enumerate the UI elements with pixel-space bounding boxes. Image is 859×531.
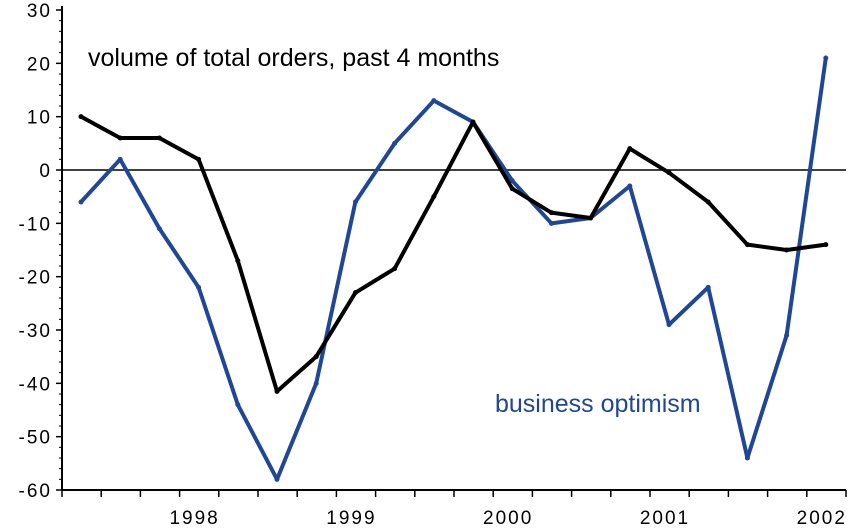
data-point — [313, 354, 319, 360]
data-point — [784, 247, 790, 253]
data-point — [274, 388, 280, 394]
series-line-total-orders — [80, 114, 827, 394]
x-tick-label: 2000 — [483, 508, 533, 529]
data-point — [705, 284, 711, 290]
data-point — [117, 156, 123, 162]
data-point — [509, 178, 515, 184]
x-tick-label: 2002 — [797, 508, 847, 529]
x-tick-label: 1999 — [326, 508, 376, 529]
data-point — [196, 284, 202, 290]
data-point — [156, 226, 162, 232]
x-tick-label: 2001 — [640, 508, 690, 529]
y-tick-label: -60 — [19, 481, 52, 502]
data-point — [431, 194, 437, 200]
data-point — [509, 186, 515, 192]
data-point — [274, 476, 280, 482]
data-point — [666, 170, 672, 176]
y-tick-label: 10 — [27, 108, 52, 129]
data-point — [705, 199, 711, 205]
data-point — [235, 258, 241, 264]
data-point — [392, 140, 398, 146]
data-point — [392, 266, 398, 272]
y-tick-label: -10 — [19, 214, 52, 235]
data-point — [548, 220, 554, 226]
data-point — [744, 242, 750, 248]
data-point — [627, 183, 633, 189]
data-point — [627, 146, 633, 152]
series-line-business-optimism — [79, 57, 828, 482]
annotation-volume-orders: volume of total orders, past 4 months — [88, 44, 499, 72]
data-point — [744, 455, 750, 461]
data-point — [78, 114, 84, 120]
x-tick-label: 1998 — [169, 508, 219, 529]
data-point — [588, 215, 594, 221]
data-point — [78, 199, 84, 205]
data-point — [352, 290, 358, 296]
data-point — [156, 135, 162, 141]
data-point — [470, 119, 476, 125]
data-point — [823, 55, 829, 61]
annotation-business-optimism: business optimism — [495, 390, 701, 418]
y-tick-label: 20 — [27, 54, 52, 75]
y-tick-label: -40 — [19, 374, 52, 395]
data-point — [235, 402, 241, 408]
data-point — [352, 199, 358, 205]
data-point — [117, 135, 123, 141]
data-point — [313, 380, 319, 386]
data-point — [784, 332, 790, 338]
data-point — [548, 210, 554, 216]
y-tick-label: 30 — [27, 1, 52, 22]
data-point — [666, 322, 672, 328]
y-tick-label: -50 — [19, 428, 52, 449]
y-tick-label: -20 — [19, 268, 52, 289]
data-point — [431, 98, 437, 104]
y-tick-label: -30 — [19, 321, 52, 342]
data-point — [196, 156, 202, 162]
y-tick-label: 0 — [39, 161, 52, 182]
data-point — [823, 242, 829, 248]
